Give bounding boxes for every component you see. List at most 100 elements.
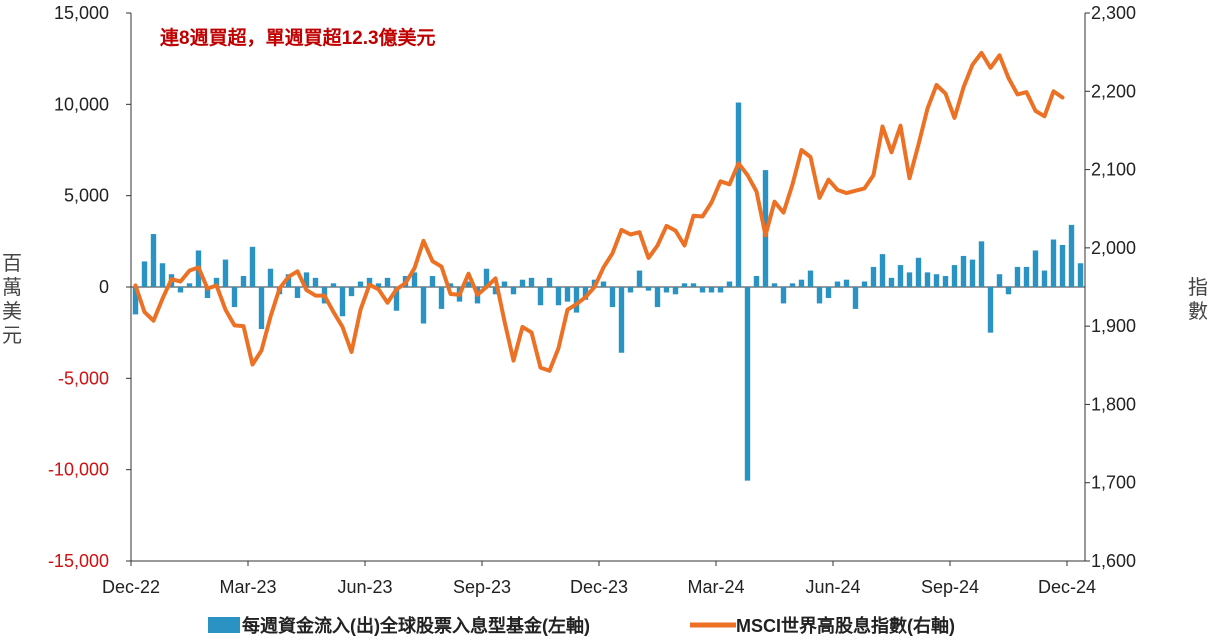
flow-bar (690, 283, 697, 287)
flow-bar (366, 277, 373, 287)
flow-bar (960, 255, 967, 287)
flow-bar (672, 287, 679, 295)
right-tick-label: 2,200 (1091, 81, 1136, 101)
flow-bar (492, 287, 499, 295)
axis-title-char: 百 (2, 253, 22, 275)
flow-bar (996, 274, 1003, 287)
left-tick-label: -15,000 (48, 551, 109, 571)
x-tick-label: Mar-23 (219, 577, 276, 597)
flow-bar (285, 274, 292, 287)
flow-bar (267, 268, 274, 287)
right-tick-label: 1,600 (1091, 551, 1136, 571)
flow-bar (222, 259, 229, 287)
right-tick-label: 1,900 (1091, 316, 1136, 336)
flow-bar (645, 287, 652, 291)
left-tick-label: 0 (99, 277, 109, 297)
flow-bar (357, 281, 364, 287)
flow-bar (717, 287, 724, 293)
right-tick-label: 2,100 (1091, 160, 1136, 180)
flow-bar (1059, 244, 1066, 287)
x-tick-label: Mar-24 (687, 577, 744, 597)
flow-bar (663, 287, 670, 293)
flow-bar (636, 270, 643, 287)
axis-title-char: 指 (1188, 276, 1208, 299)
flow-bar (897, 265, 904, 287)
flow-bar (519, 279, 526, 287)
flow-bar (987, 287, 994, 333)
flow-bar (825, 287, 832, 298)
flow-bar (654, 287, 661, 308)
flow-bar (564, 287, 571, 302)
flow-bar (888, 277, 895, 287)
flow-bar (465, 281, 472, 287)
legend-label-line: MSCI世界高股息指數(右軸) (736, 615, 955, 636)
flow-bar (771, 283, 778, 287)
left-tick-label: 15,000 (54, 3, 109, 23)
flow-bar (231, 287, 238, 308)
flow-bar (258, 287, 265, 330)
flow-bar (906, 272, 913, 287)
flow-bar (546, 277, 553, 287)
flow-bar (753, 276, 760, 287)
right-tick-label: 1,800 (1091, 394, 1136, 414)
flow-bar (1023, 266, 1030, 287)
flow-bar (420, 287, 427, 324)
flow-bar (600, 281, 607, 287)
bars-layer (132, 102, 1084, 481)
flow-bar (510, 287, 517, 295)
index-line (133, 50, 1065, 373)
line-layer (133, 50, 1065, 373)
axis-title-char: 數 (1188, 300, 1208, 323)
flow-bar (852, 287, 859, 309)
right-tick-label: 2,000 (1091, 238, 1136, 258)
flow-bar (447, 283, 454, 287)
flow-bar (339, 287, 346, 317)
flow-bar (618, 287, 625, 353)
flow-bar (429, 276, 436, 287)
axis-title-char: 美 (2, 300, 22, 323)
legend-label-bar: 每週資金流入(出)全球股票入息型基金(左軸) (242, 615, 590, 636)
flow-bar (1032, 250, 1039, 287)
flow-bar (501, 281, 508, 287)
flow-bar (699, 287, 706, 293)
flow-bar (177, 287, 184, 293)
x-tick-label: Sep-24 (921, 577, 979, 597)
flow-bar (942, 276, 949, 287)
flow-bar (483, 268, 490, 287)
x-tick-label: Dec-22 (102, 577, 160, 597)
flow-bar (1068, 224, 1075, 287)
flow-bar (861, 281, 868, 287)
labels-layer: 15,000 10,000 5,000 0 -5,000 -10,000 -15,000 2,… (48, 3, 1136, 597)
flow-bar (537, 287, 544, 306)
flow-bar (555, 287, 562, 306)
flow-bar (375, 283, 382, 287)
flow-bar (1077, 263, 1084, 287)
flow-bar (582, 287, 589, 300)
flow-bar (933, 274, 940, 287)
legend-swatch-bar (208, 617, 240, 633)
flow-bar (159, 263, 166, 287)
flow-bar (141, 261, 148, 287)
flow-bar (204, 287, 211, 298)
left-tick-label: -5,000 (58, 368, 109, 388)
flow-bar (915, 257, 922, 287)
flow-bar (708, 287, 715, 293)
flow-bar (789, 283, 796, 287)
flow-bar (969, 259, 976, 287)
flow-bar (1050, 239, 1057, 287)
flow-bar (1014, 266, 1021, 287)
flow-bar (150, 234, 157, 287)
axis-title-char: 元 (2, 325, 22, 347)
flow-bar (780, 287, 787, 304)
flow-bar (384, 277, 391, 287)
flow-bar (735, 102, 742, 287)
flow-bar (843, 279, 850, 287)
chart-annotation: 連8週買超，單週買超12.3億美元 (160, 26, 436, 49)
flow-bar (312, 277, 319, 287)
flow-bar (879, 254, 886, 287)
flow-bar (303, 272, 310, 287)
flow-bar (627, 287, 634, 293)
flow-bar (249, 246, 256, 287)
